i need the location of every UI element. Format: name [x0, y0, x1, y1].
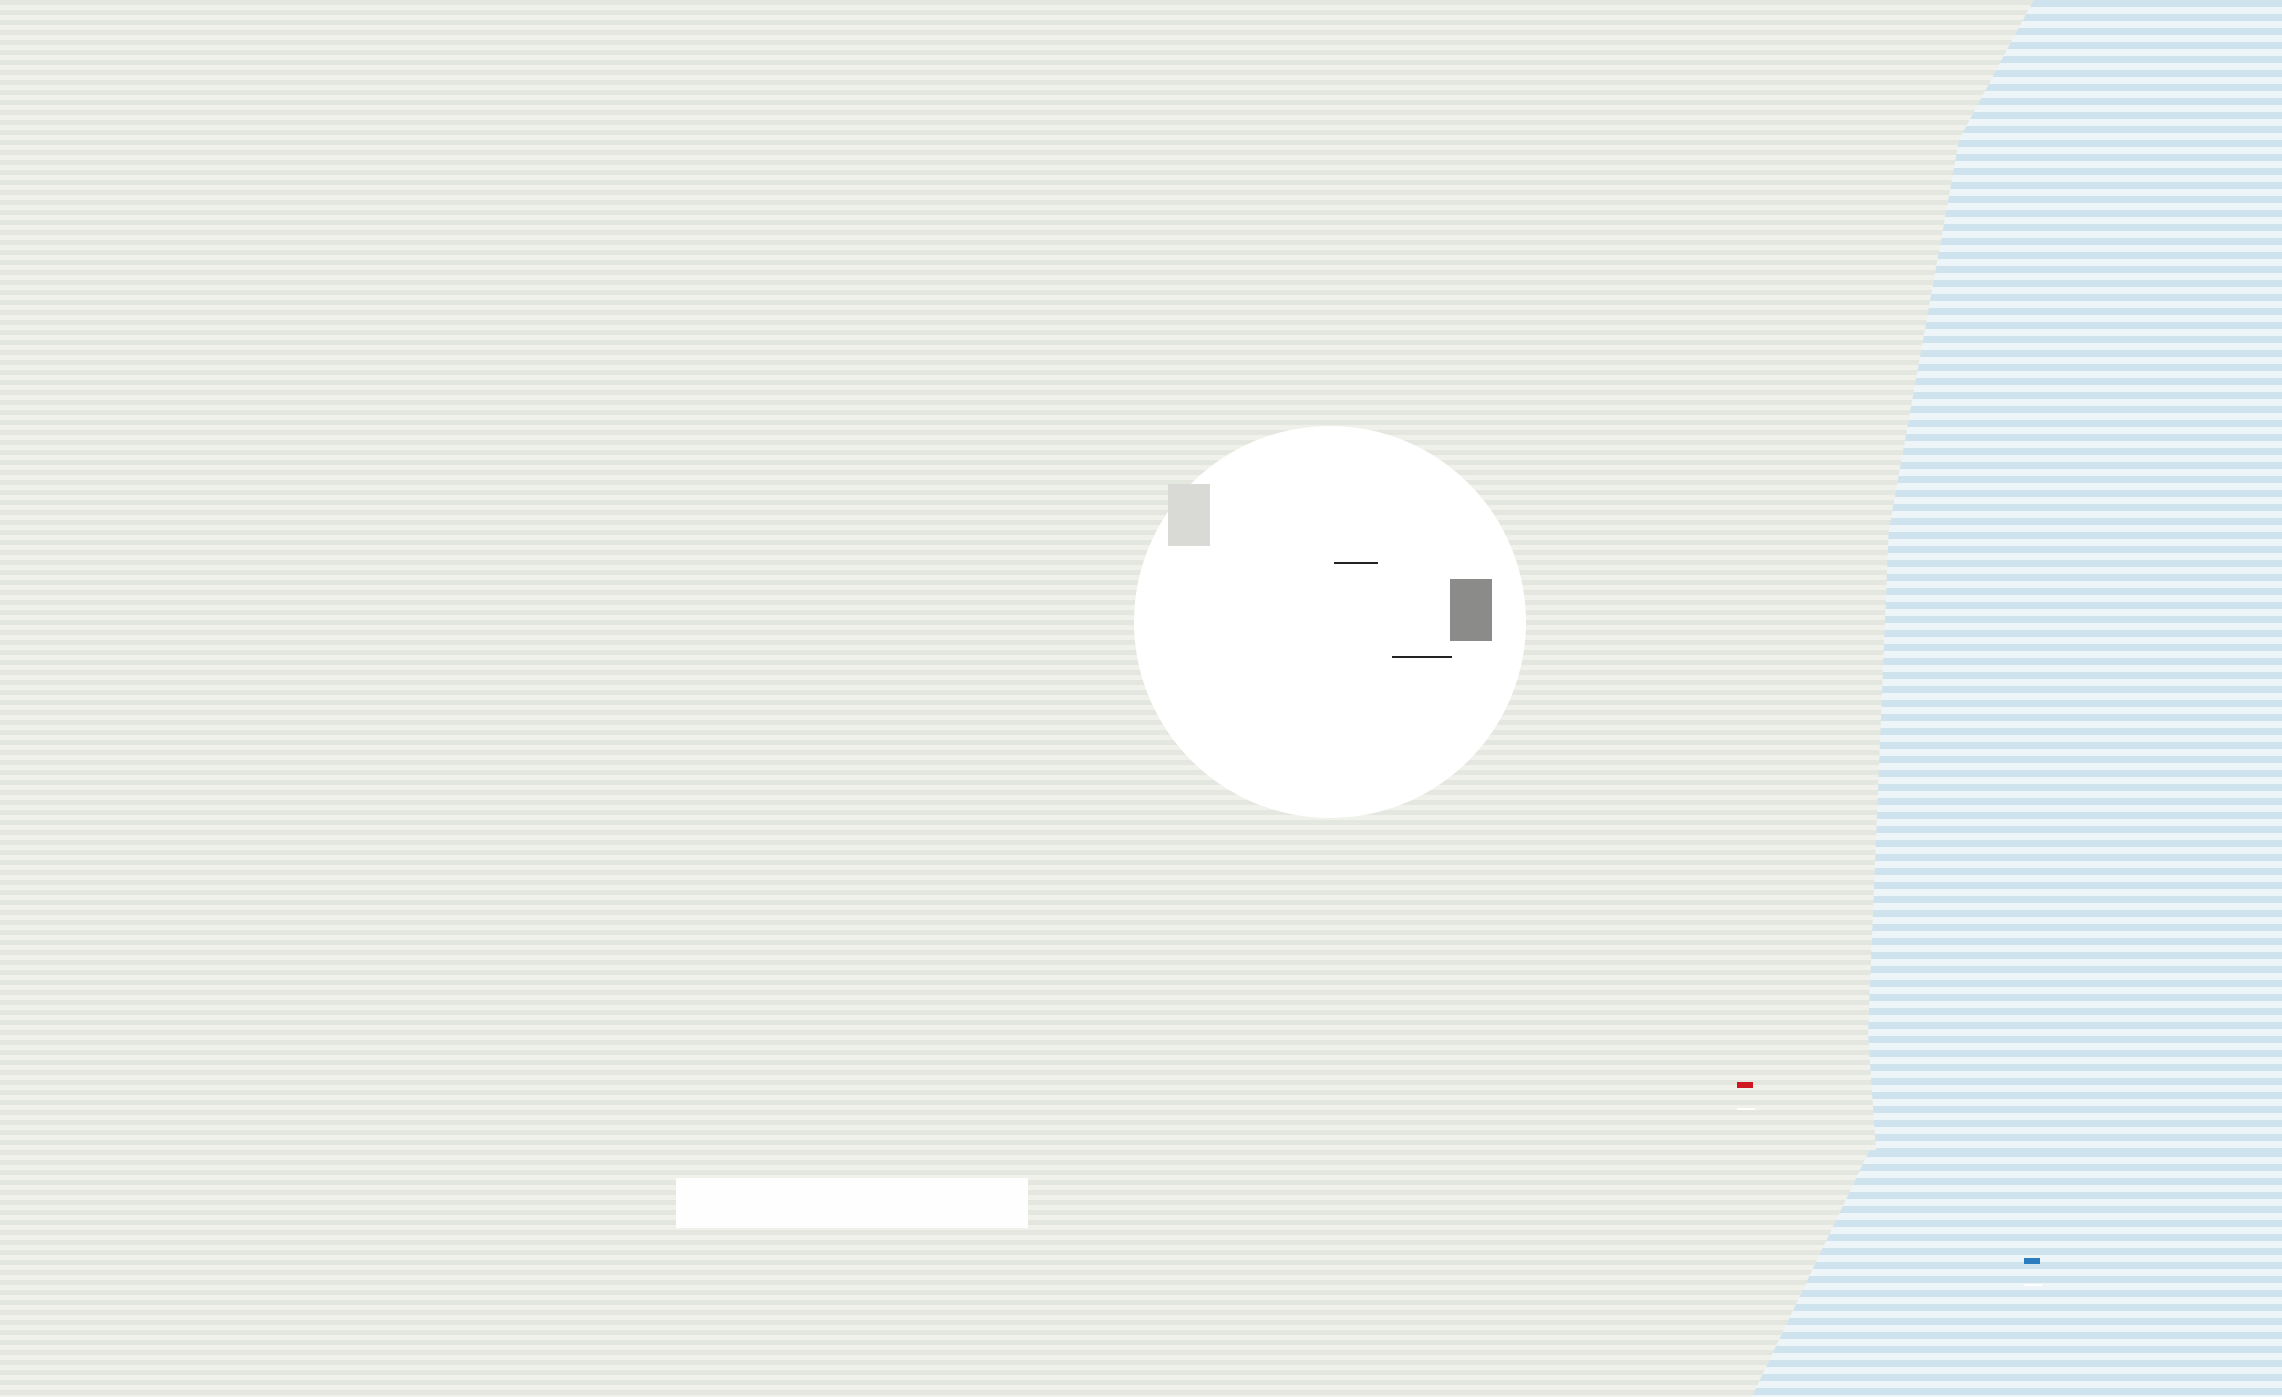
- formula-1-numerator: [1334, 561, 1378, 564]
- us-population-value: [2024, 1284, 2042, 1286]
- example-years-box-1: [1168, 484, 1210, 546]
- us-population-label: [2024, 1258, 2040, 1264]
- demand-grows-box: [676, 1178, 1028, 1228]
- formula-2: [1168, 645, 1452, 663]
- population-crowd-graphic: [1540, 1055, 2150, 1397]
- world-population-label: [1737, 1082, 1753, 1088]
- center-legend-circle: [1134, 426, 1526, 818]
- formula-2-numerator: [1392, 655, 1452, 658]
- example-years-box-2: [1450, 579, 1492, 641]
- consumption-bar-chart: [0, 0, 660, 1397]
- formula-1: [1220, 550, 1492, 569]
- world-population-value: [1737, 1108, 1755, 1110]
